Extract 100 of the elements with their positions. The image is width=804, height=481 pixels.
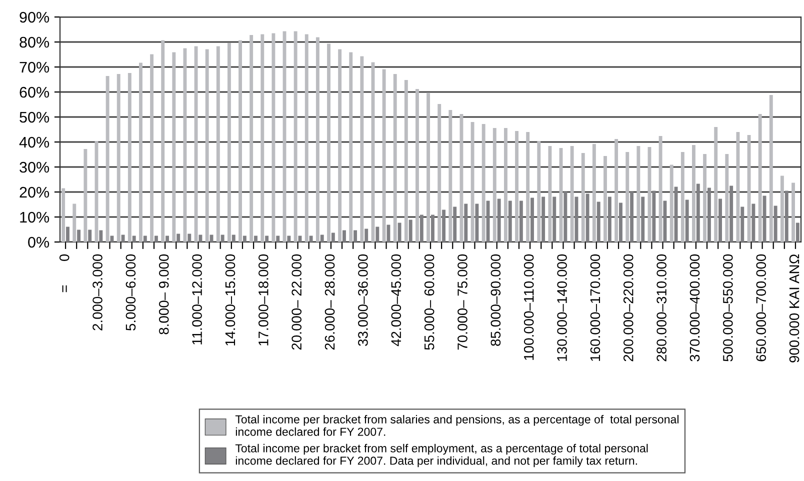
bar <box>438 104 442 242</box>
bar <box>294 31 298 242</box>
bar <box>448 110 452 242</box>
bar <box>581 153 585 242</box>
bar <box>260 34 264 242</box>
bar <box>652 190 656 242</box>
y-tick-label: 30% <box>20 162 50 173</box>
bar <box>796 222 800 242</box>
bar <box>464 204 468 242</box>
legend-label: Total income per bracket from self employment, as a percentage of total personal income declared for FY 2007. Data per individual, and not per family tax return. <box>235 444 648 468</box>
x-tick-label: 55.000– 60.000 <box>424 254 434 350</box>
y-tick-label: 10% <box>20 212 50 223</box>
bar <box>552 196 556 242</box>
y-tick-label: 60% <box>20 86 50 98</box>
bar <box>515 131 518 242</box>
bar <box>586 194 590 242</box>
bar <box>519 200 523 242</box>
bar <box>320 234 324 242</box>
bar <box>327 44 330 242</box>
bar <box>220 234 224 242</box>
x-tick-label: = 0 <box>59 254 70 292</box>
bar <box>194 46 198 242</box>
bar <box>349 52 353 242</box>
x-tick-label: 900.000 KAI ANΩ <box>789 254 800 362</box>
bar <box>604 156 607 242</box>
bar <box>430 214 434 242</box>
x-tick-label: 85.000–90.000 <box>490 254 501 346</box>
bar <box>188 234 192 242</box>
bar <box>338 49 342 242</box>
bar <box>420 214 424 242</box>
bar <box>116 74 120 242</box>
bar <box>272 33 276 242</box>
x-tick-label: 20.000– 22.000 <box>292 254 302 350</box>
y-tick-label: 0% <box>28 236 50 248</box>
y-tick-label: 80% <box>20 36 50 48</box>
bar <box>608 196 612 242</box>
bar <box>398 222 402 242</box>
bar <box>364 228 368 242</box>
x-tick-label: 650.000–700.000 <box>756 254 766 362</box>
bar <box>592 144 596 242</box>
bar <box>564 192 568 242</box>
bar <box>470 122 474 242</box>
x-tick-label: 8.000– 9.000 <box>158 254 169 334</box>
y-tick-label: 90% <box>20 12 50 23</box>
bar <box>718 198 722 242</box>
bar <box>426 92 430 242</box>
bar <box>736 132 740 242</box>
bar <box>442 210 446 242</box>
bar <box>769 95 773 242</box>
bar <box>670 164 674 242</box>
bar <box>780 176 784 242</box>
x-tick-label: 500.000–550.000 <box>723 254 733 362</box>
x-tick-label: 2.000–3.000 <box>92 254 102 330</box>
bar <box>161 40 165 242</box>
bar <box>614 139 618 242</box>
bar <box>309 236 313 242</box>
y-tick-label: 20% <box>20 186 50 198</box>
bar <box>62 188 66 242</box>
bar <box>475 204 479 242</box>
bar <box>537 141 541 242</box>
bar <box>198 234 202 242</box>
bar <box>530 198 534 242</box>
bar <box>626 152 630 242</box>
bar <box>703 154 707 242</box>
bar <box>354 230 358 242</box>
bar <box>331 232 335 242</box>
bar <box>460 114 464 242</box>
bar <box>548 146 552 242</box>
bar <box>183 48 187 242</box>
bar <box>254 236 258 242</box>
bar <box>360 56 364 242</box>
x-tick-label: 5.000–6.000 <box>126 254 136 330</box>
legend-label: Total income per bracket from salaries and pensions, as a percentage of total personal income declared for FY 2007. <box>235 414 678 436</box>
bar <box>154 236 158 242</box>
bar <box>166 236 170 242</box>
bar <box>784 190 788 242</box>
bar <box>265 236 269 242</box>
bar <box>685 200 689 242</box>
bar <box>680 152 684 242</box>
bar <box>730 186 734 242</box>
bar <box>696 184 700 242</box>
bar <box>497 198 501 242</box>
x-tick-label: 370.000–400.000 <box>690 254 700 362</box>
bar <box>276 236 280 242</box>
bar <box>382 69 386 242</box>
bar <box>725 154 729 242</box>
bar <box>99 230 103 242</box>
bar <box>526 132 530 242</box>
bar <box>316 37 320 242</box>
bar <box>216 46 220 242</box>
bar <box>106 76 110 242</box>
bar <box>342 230 346 242</box>
bar <box>77 230 81 242</box>
y-tick-label: 70% <box>20 62 50 73</box>
bar <box>663 200 667 242</box>
bar <box>172 52 176 242</box>
x-tick-label: 26.000– 28.000 <box>324 254 335 350</box>
bar <box>714 127 718 242</box>
bar <box>121 234 125 242</box>
bar <box>227 43 231 242</box>
